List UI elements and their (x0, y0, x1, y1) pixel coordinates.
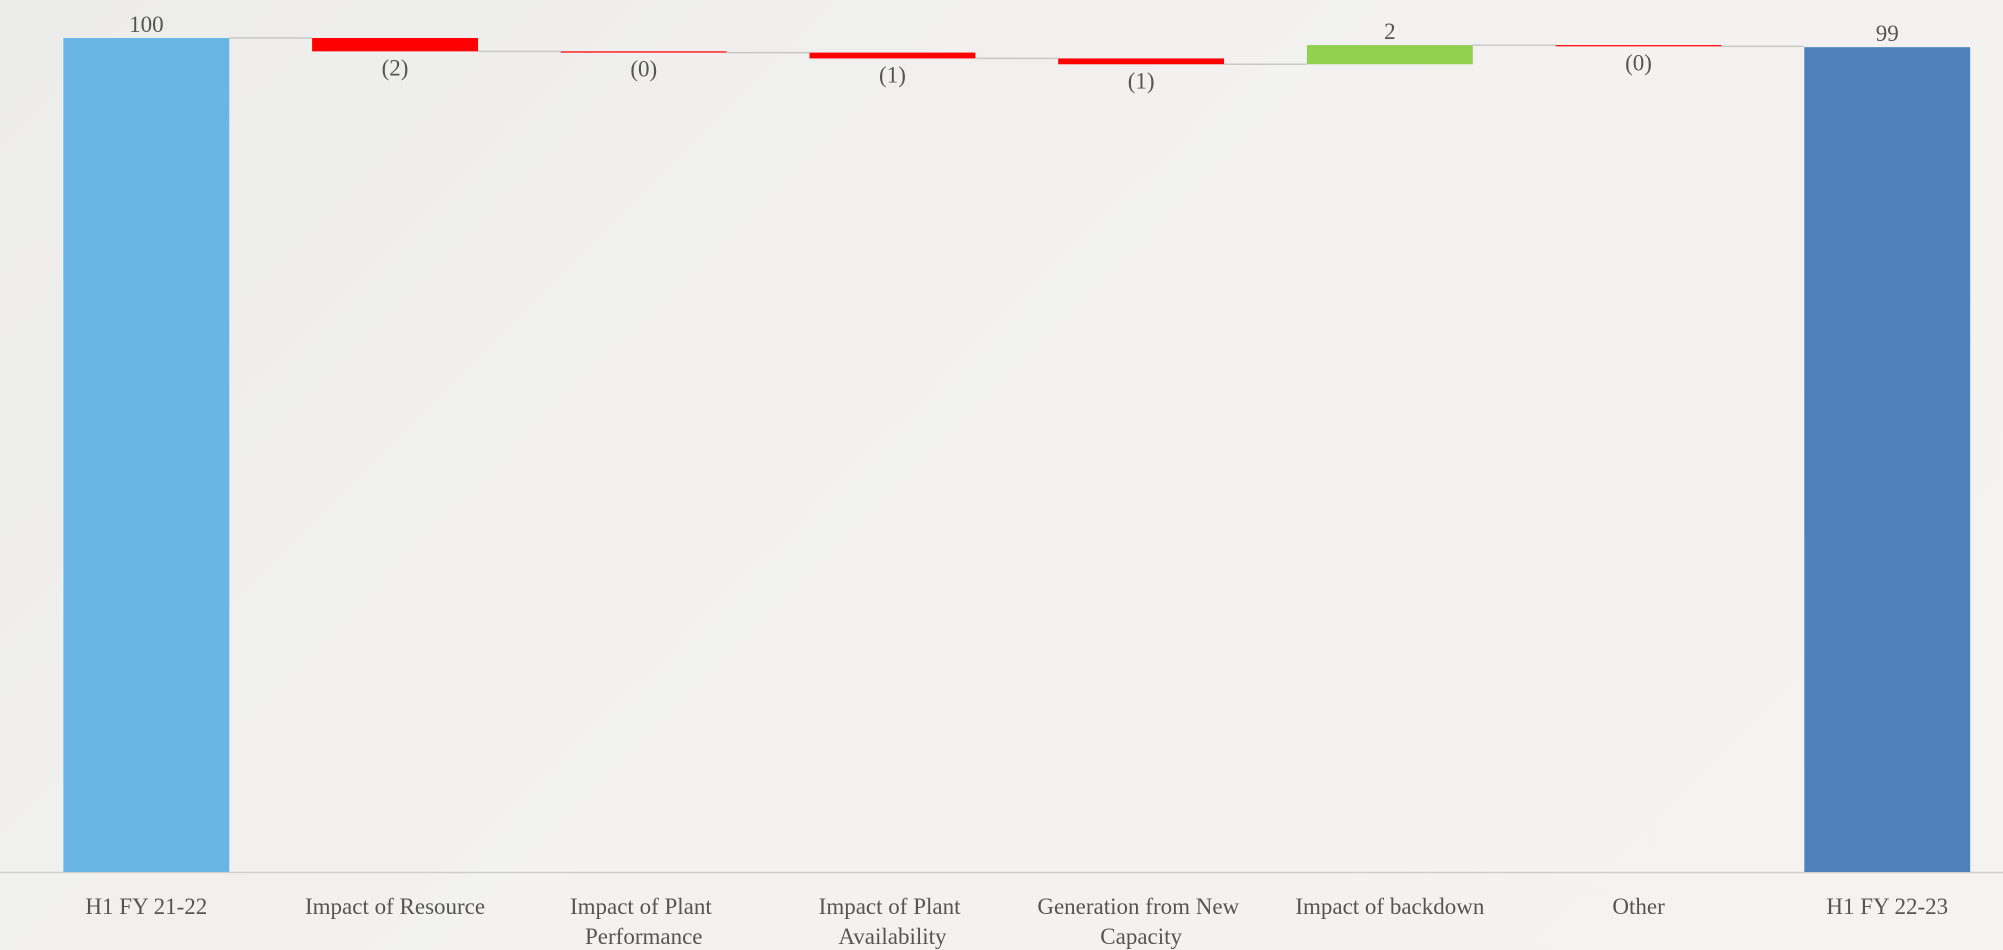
x-tick-label: Generation from New Capacity (1037, 894, 1245, 949)
value-label: (1) (879, 62, 906, 87)
value-label: 100 (129, 12, 164, 37)
bar (63, 38, 230, 872)
value-label: (2) (382, 55, 409, 80)
value-label: (0) (1625, 50, 1652, 75)
bar (1804, 47, 1971, 872)
bar (1555, 45, 1722, 47)
value-label: (0) (630, 57, 657, 82)
x-tick-label: Impact of backdown (1295, 894, 1485, 919)
value-label: 2 (1384, 19, 1396, 44)
value-label: (1) (1128, 68, 1155, 93)
x-tick-label: Impact of Resource (305, 894, 485, 919)
bar (312, 38, 478, 52)
x-tick-label: Other (1612, 894, 1665, 919)
bar (560, 51, 727, 53)
bar (1306, 45, 1473, 65)
value-label: 99 (1876, 21, 1899, 46)
bar (1058, 58, 1225, 65)
x-tick-label: Impact of Plant Performance (570, 894, 718, 949)
x-tick-label: H1 FY 21-22 (85, 894, 207, 919)
x-tick-label: H1 FY 22-23 (1826, 894, 1948, 919)
bar (809, 52, 976, 59)
x-tick-label: Impact of Plant Availability (819, 894, 967, 949)
